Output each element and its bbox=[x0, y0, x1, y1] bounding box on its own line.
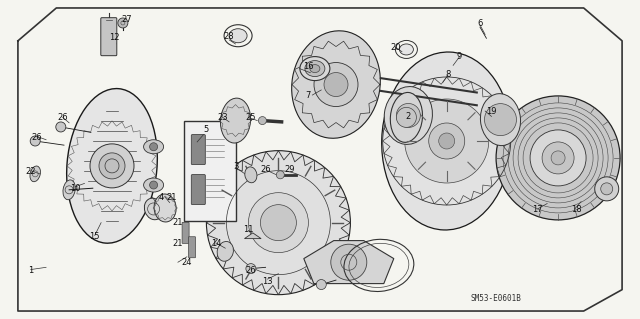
Ellipse shape bbox=[399, 44, 413, 55]
Text: 16: 16 bbox=[303, 62, 314, 71]
Polygon shape bbox=[304, 241, 394, 284]
Text: 18: 18 bbox=[571, 205, 581, 214]
Text: 10: 10 bbox=[70, 184, 81, 193]
Ellipse shape bbox=[481, 94, 520, 145]
Text: 14: 14 bbox=[211, 239, 221, 248]
Text: 6: 6 bbox=[477, 19, 483, 28]
Text: 13: 13 bbox=[262, 277, 273, 286]
Polygon shape bbox=[244, 233, 261, 239]
Ellipse shape bbox=[143, 178, 164, 192]
FancyBboxPatch shape bbox=[184, 121, 236, 220]
Text: SM53-E0601B: SM53-E0601B bbox=[470, 294, 522, 303]
Text: 3: 3 bbox=[233, 162, 238, 171]
Text: 20: 20 bbox=[390, 43, 401, 52]
Circle shape bbox=[439, 133, 455, 149]
Text: 17: 17 bbox=[532, 205, 543, 214]
Circle shape bbox=[324, 72, 348, 97]
Ellipse shape bbox=[229, 29, 247, 43]
Circle shape bbox=[259, 116, 266, 125]
Ellipse shape bbox=[292, 31, 380, 138]
FancyBboxPatch shape bbox=[191, 135, 205, 165]
Text: 21: 21 bbox=[173, 239, 183, 248]
Text: 26: 26 bbox=[32, 133, 42, 142]
Text: 12: 12 bbox=[109, 33, 119, 42]
Text: 25: 25 bbox=[246, 113, 256, 122]
Text: 29: 29 bbox=[284, 165, 294, 174]
Text: 4: 4 bbox=[159, 193, 164, 202]
Text: 21: 21 bbox=[173, 218, 183, 227]
Ellipse shape bbox=[145, 198, 163, 220]
Text: 26: 26 bbox=[260, 165, 271, 174]
Text: 5: 5 bbox=[204, 125, 209, 134]
Circle shape bbox=[118, 18, 128, 28]
Text: 2: 2 bbox=[406, 112, 411, 121]
Ellipse shape bbox=[310, 64, 320, 73]
Circle shape bbox=[496, 96, 620, 220]
Circle shape bbox=[248, 193, 308, 253]
Text: 1: 1 bbox=[28, 266, 33, 275]
Ellipse shape bbox=[143, 140, 164, 154]
Ellipse shape bbox=[154, 194, 176, 222]
Text: 28: 28 bbox=[224, 32, 234, 41]
FancyBboxPatch shape bbox=[101, 18, 117, 56]
Circle shape bbox=[99, 153, 125, 179]
FancyBboxPatch shape bbox=[189, 237, 195, 258]
Text: 23: 23 bbox=[218, 113, 228, 122]
Ellipse shape bbox=[305, 61, 325, 77]
Ellipse shape bbox=[217, 241, 234, 261]
Circle shape bbox=[90, 144, 134, 188]
Ellipse shape bbox=[300, 56, 330, 81]
Text: 7: 7 bbox=[306, 91, 311, 100]
Ellipse shape bbox=[384, 86, 433, 145]
Text: 24: 24 bbox=[182, 258, 192, 267]
Circle shape bbox=[314, 63, 358, 107]
Circle shape bbox=[404, 99, 489, 183]
Text: 8: 8 bbox=[445, 70, 451, 79]
Text: 15: 15 bbox=[90, 232, 100, 241]
Text: 22: 22 bbox=[26, 167, 36, 176]
Circle shape bbox=[396, 103, 420, 128]
Ellipse shape bbox=[63, 180, 76, 200]
Ellipse shape bbox=[220, 98, 251, 143]
Circle shape bbox=[551, 151, 565, 165]
Ellipse shape bbox=[390, 93, 422, 142]
Circle shape bbox=[484, 104, 516, 136]
Text: 26: 26 bbox=[58, 113, 68, 122]
Circle shape bbox=[206, 151, 351, 295]
Ellipse shape bbox=[30, 166, 40, 182]
Text: 21: 21 bbox=[166, 193, 177, 202]
Text: 19: 19 bbox=[486, 107, 497, 115]
Ellipse shape bbox=[381, 52, 512, 230]
Circle shape bbox=[30, 136, 40, 146]
Circle shape bbox=[260, 205, 296, 241]
Circle shape bbox=[150, 181, 157, 189]
Circle shape bbox=[316, 279, 326, 290]
Ellipse shape bbox=[67, 89, 157, 243]
Ellipse shape bbox=[245, 167, 257, 183]
Text: 27: 27 bbox=[122, 15, 132, 24]
Circle shape bbox=[542, 142, 574, 174]
Circle shape bbox=[429, 123, 465, 159]
Text: 9: 9 bbox=[457, 52, 462, 61]
Circle shape bbox=[246, 263, 256, 274]
FancyBboxPatch shape bbox=[191, 174, 205, 204]
Circle shape bbox=[595, 177, 619, 201]
Circle shape bbox=[530, 130, 586, 186]
Text: 26: 26 bbox=[246, 266, 256, 275]
Circle shape bbox=[56, 122, 66, 132]
Circle shape bbox=[396, 108, 417, 127]
Text: 11: 11 bbox=[243, 225, 253, 234]
Circle shape bbox=[150, 143, 157, 151]
Circle shape bbox=[331, 244, 367, 280]
Circle shape bbox=[276, 171, 284, 179]
FancyBboxPatch shape bbox=[182, 222, 189, 243]
Circle shape bbox=[601, 183, 612, 195]
